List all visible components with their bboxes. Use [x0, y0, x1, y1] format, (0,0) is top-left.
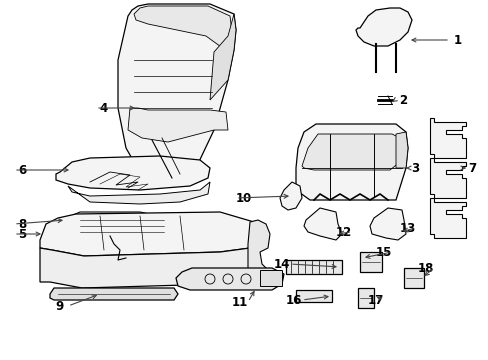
Text: 1: 1	[453, 33, 461, 46]
Polygon shape	[134, 6, 231, 52]
Bar	[357, 288, 373, 308]
Text: 4: 4	[100, 102, 108, 114]
Polygon shape	[429, 118, 465, 158]
Polygon shape	[209, 14, 236, 100]
Bar	[403, 268, 423, 288]
Text: 10: 10	[235, 192, 252, 204]
Polygon shape	[176, 268, 284, 290]
Text: 13: 13	[399, 221, 415, 234]
Text: 18: 18	[417, 261, 433, 274]
Text: 15: 15	[375, 246, 391, 258]
Polygon shape	[165, 216, 176, 240]
Polygon shape	[429, 198, 465, 238]
Polygon shape	[302, 134, 401, 170]
Polygon shape	[304, 208, 341, 240]
Polygon shape	[50, 288, 178, 300]
Text: 2: 2	[398, 94, 406, 107]
Polygon shape	[247, 220, 269, 284]
Polygon shape	[40, 212, 258, 256]
Bar	[260, 270, 282, 286]
Text: 6: 6	[18, 163, 26, 176]
Polygon shape	[355, 8, 411, 46]
Text: 16: 16	[285, 293, 302, 306]
Bar	[359, 252, 381, 272]
Text: 5: 5	[18, 228, 26, 240]
Text: 12: 12	[335, 225, 351, 239]
Text: 11: 11	[231, 296, 247, 309]
Polygon shape	[369, 208, 405, 240]
Text: 3: 3	[410, 162, 418, 175]
Text: 17: 17	[367, 293, 384, 306]
Polygon shape	[128, 108, 227, 142]
Polygon shape	[40, 234, 258, 288]
Polygon shape	[280, 182, 302, 210]
Polygon shape	[395, 132, 407, 168]
Polygon shape	[56, 156, 209, 190]
Polygon shape	[295, 124, 407, 200]
Text: 9: 9	[56, 300, 64, 312]
Polygon shape	[68, 182, 209, 204]
Text: 14: 14	[273, 257, 289, 270]
Text: 7: 7	[467, 162, 475, 175]
Polygon shape	[118, 4, 236, 182]
Bar	[285, 260, 341, 274]
Text: 8: 8	[18, 217, 26, 230]
Polygon shape	[66, 212, 172, 238]
Polygon shape	[429, 158, 465, 198]
Bar	[295, 290, 331, 302]
